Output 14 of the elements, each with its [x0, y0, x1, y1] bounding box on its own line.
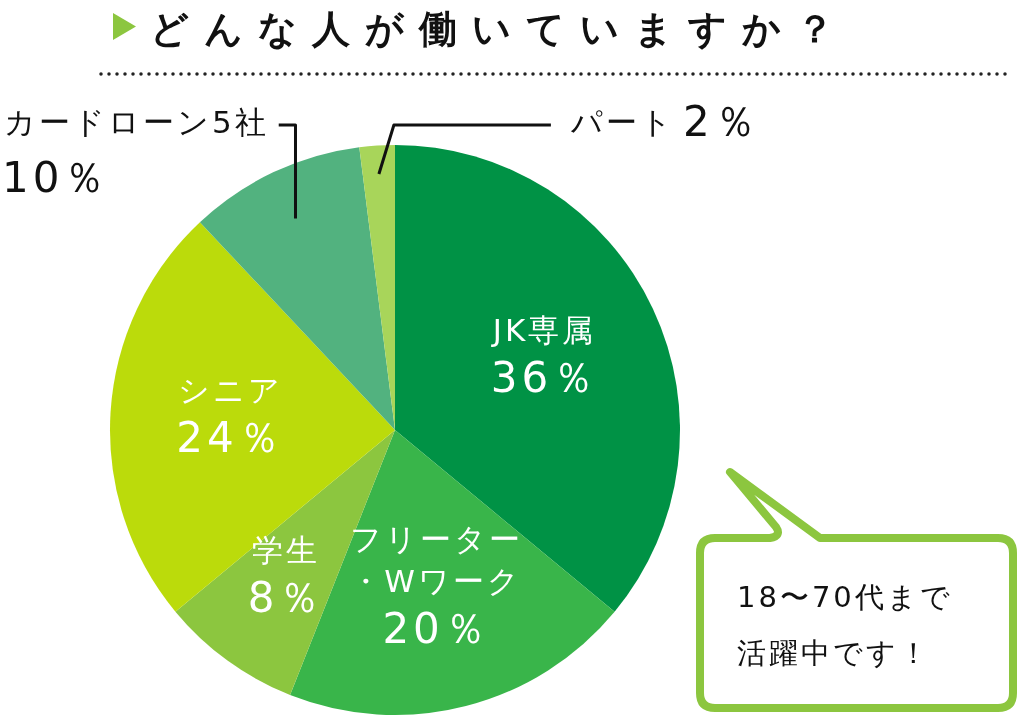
slice-label: シニア: [177, 371, 283, 408]
data-label: 36％: [490, 352, 599, 402]
data-label: 10％: [2, 152, 110, 202]
slice-label: JK専属: [490, 311, 597, 348]
data-label: 20％: [382, 604, 490, 654]
chart-title: どんな人が働いていますか？: [150, 6, 849, 53]
text: 18〜70代まで活躍中です！: [737, 579, 954, 672]
slice-label: カードローン5社: [4, 104, 269, 141]
data-label: 24％: [176, 412, 284, 462]
slice-label: 学生: [252, 531, 321, 568]
data-label: 2％: [682, 96, 760, 146]
data-label: 8％: [247, 572, 325, 622]
slice-label: パート: [569, 104, 675, 141]
slice-label: フリーター・Wワーク: [349, 521, 523, 600]
